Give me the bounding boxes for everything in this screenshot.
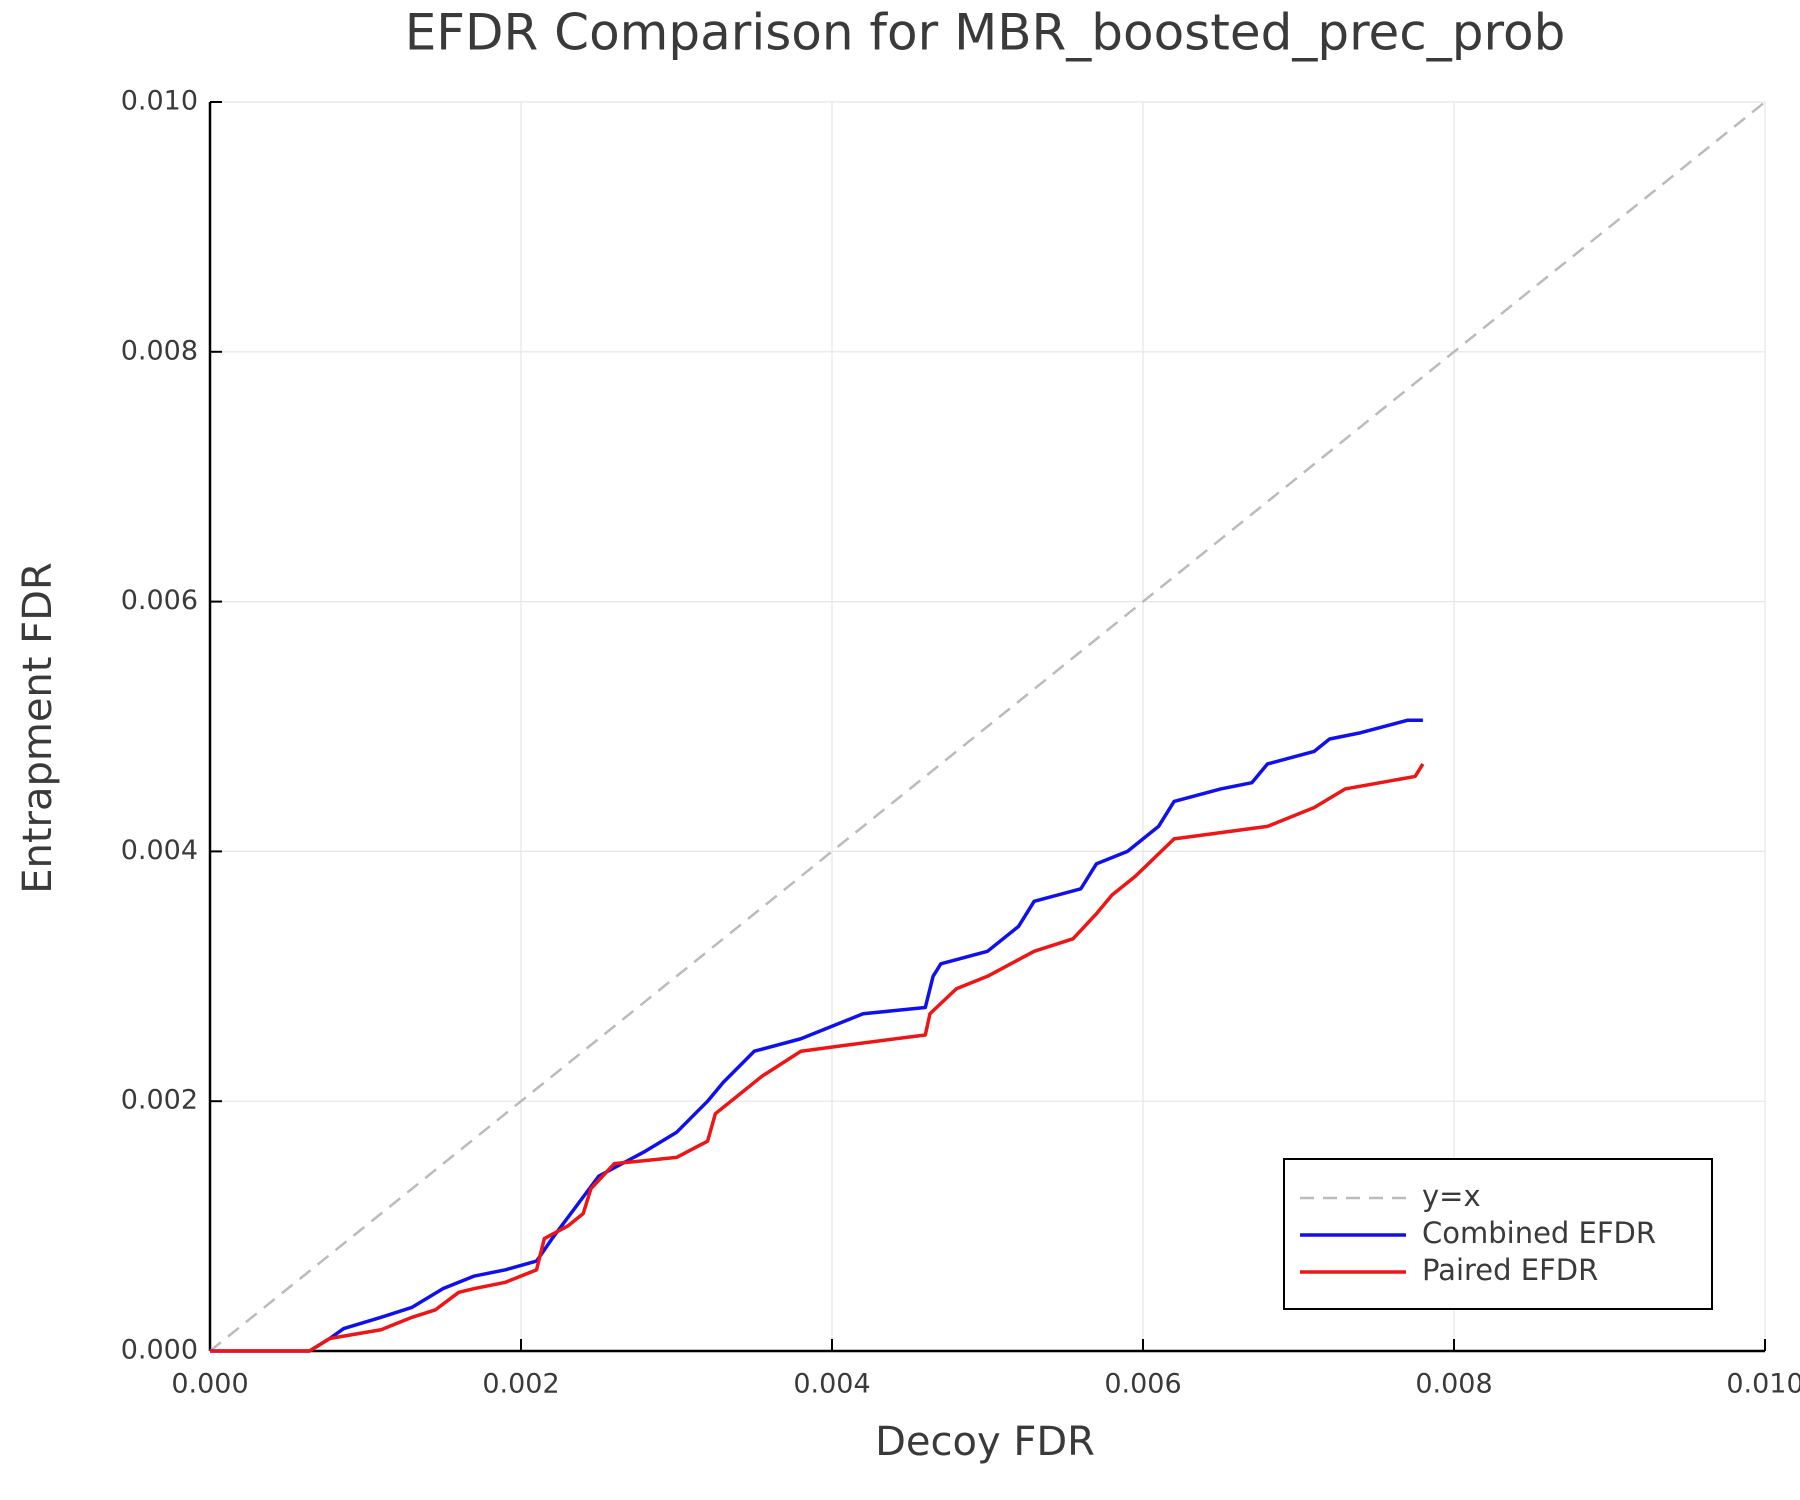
y-tick-label: 0.002 bbox=[121, 1085, 198, 1116]
x-tick-label: 0.006 bbox=[1104, 1369, 1181, 1400]
y-tick-label: 0.000 bbox=[121, 1335, 198, 1366]
series-line bbox=[210, 763, 1425, 1353]
legend-label: Combined EFDR bbox=[1422, 1216, 1656, 1250]
x-tick-label: 0.000 bbox=[171, 1369, 248, 1400]
y-tick-label: 0.004 bbox=[121, 835, 198, 866]
x-tick-label: 0.004 bbox=[793, 1369, 870, 1400]
y-tick-label: 0.008 bbox=[121, 335, 198, 366]
series-line bbox=[209, 101, 1766, 1352]
legend-label: Paired EFDR bbox=[1422, 1253, 1598, 1287]
chart-title: EFDR Comparison for MBR_boosted_prec_pro… bbox=[405, 4, 1566, 62]
legend-label: y=x bbox=[1422, 1179, 1481, 1213]
x-tick-label: 0.002 bbox=[482, 1369, 559, 1400]
x-axis-label: Decoy FDR bbox=[875, 1419, 1095, 1465]
x-tick-label: 0.010 bbox=[1726, 1369, 1800, 1400]
y-axis-label: Entrapment FDR bbox=[15, 562, 61, 894]
y-tick-label: 0.010 bbox=[121, 86, 198, 117]
series-line bbox=[210, 718, 1423, 1353]
x-tick-label: 0.008 bbox=[1415, 1369, 1492, 1400]
y-tick-label: 0.006 bbox=[121, 585, 198, 616]
